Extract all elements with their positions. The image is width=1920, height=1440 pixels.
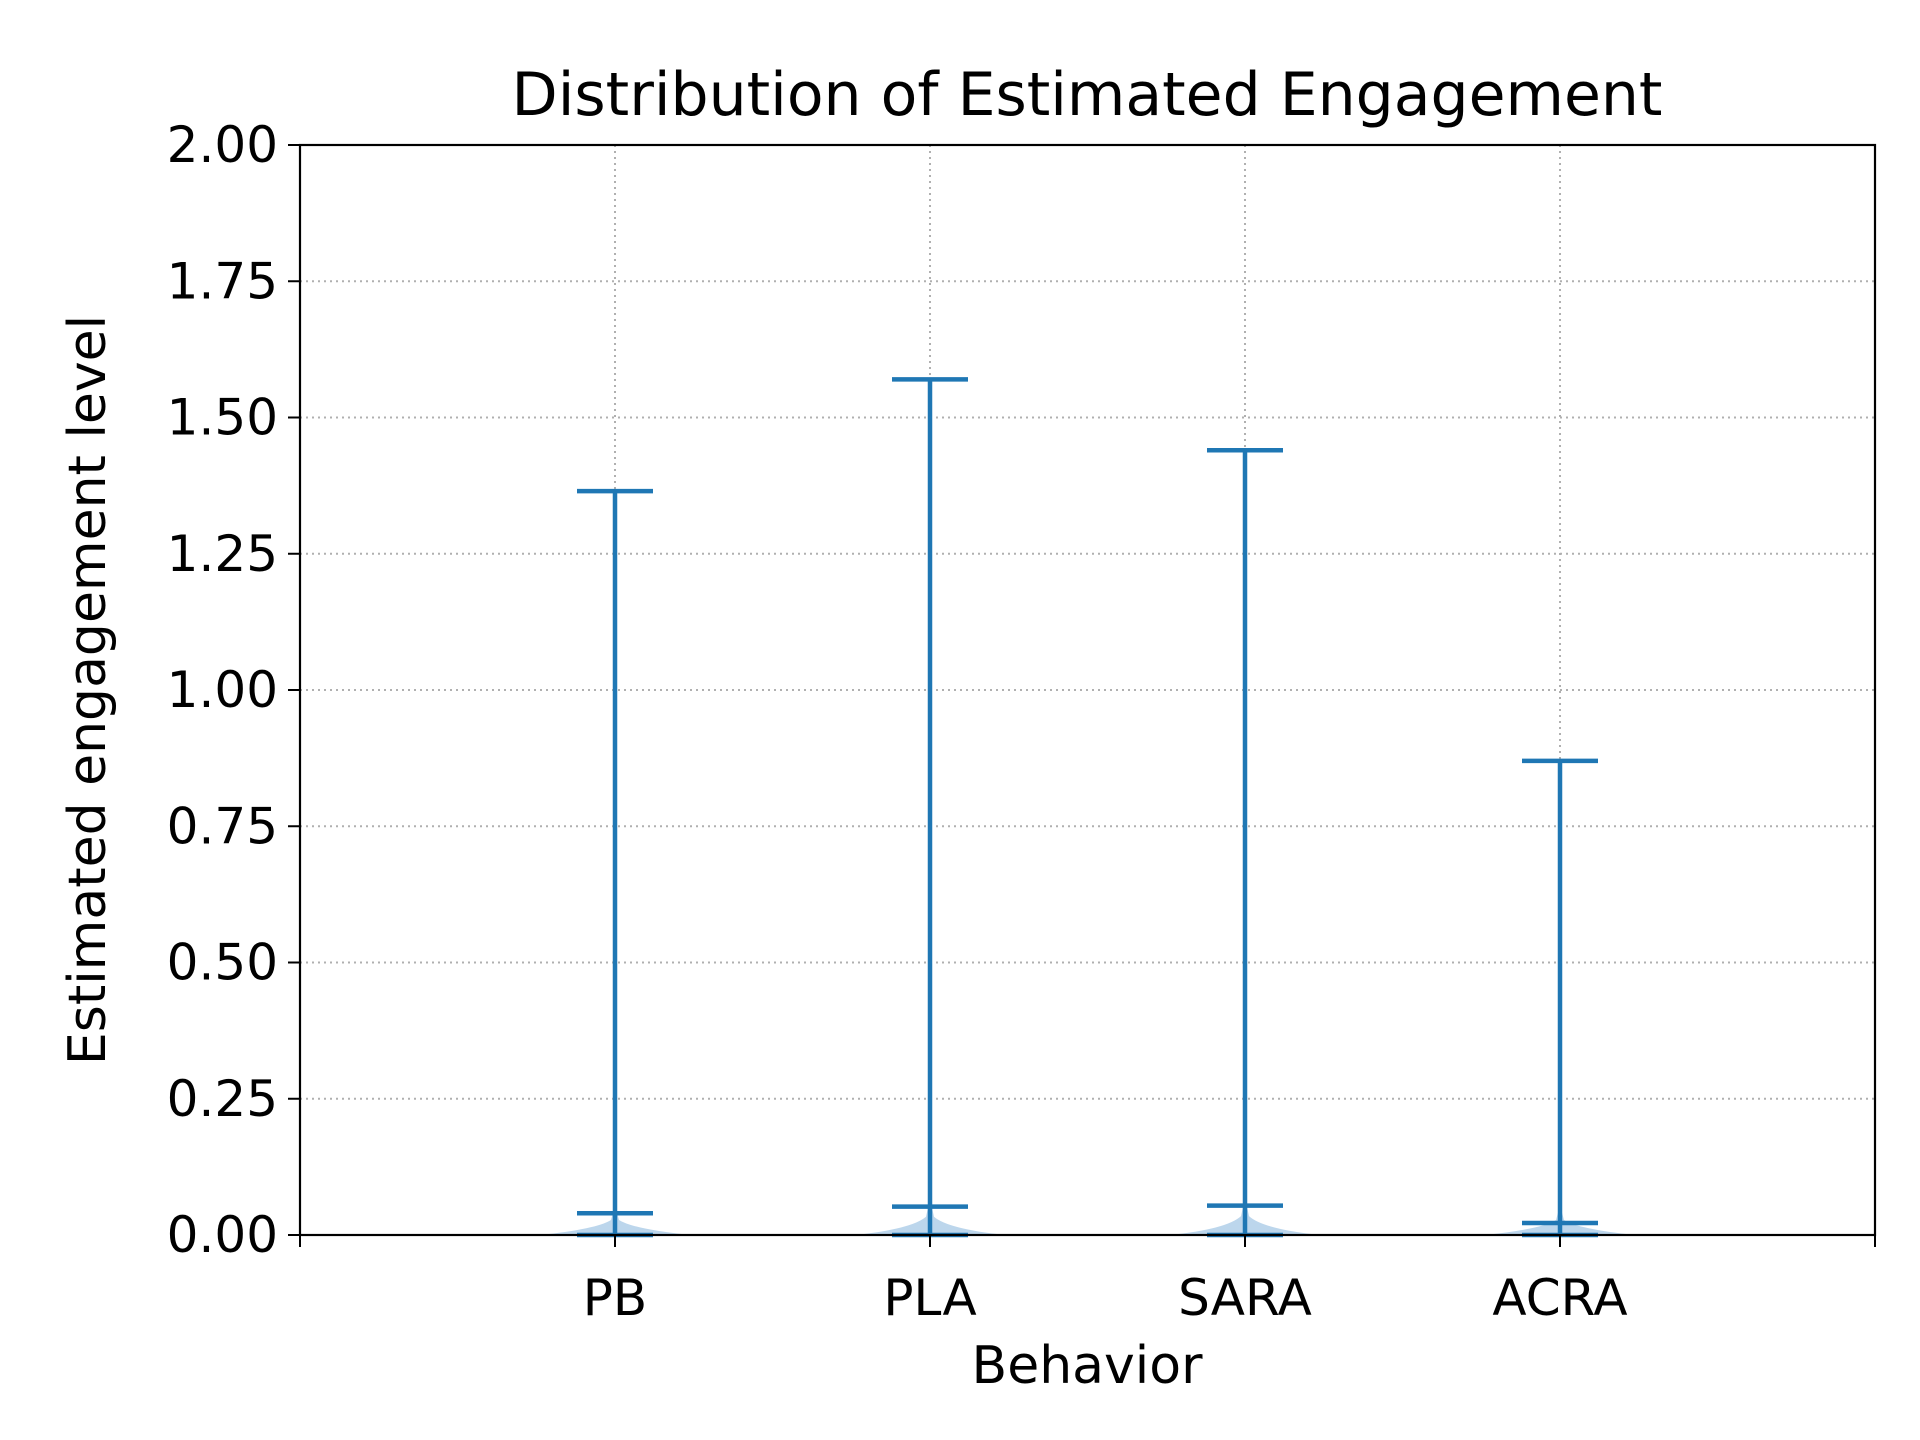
y-tick-label: 0.25	[167, 1070, 278, 1128]
x-axis: PB PLA SARA ACRA	[299, 1235, 1876, 1327]
x-tick-label: SARA	[1178, 1269, 1312, 1327]
x-axis-label: Behavior	[972, 1336, 1204, 1396]
x-tick-label: PB	[583, 1269, 647, 1327]
y-tick-label: 0.75	[167, 797, 278, 855]
x-tick-label: ACRA	[1492, 1269, 1627, 1327]
y-axis-label: Estimated engagement level	[58, 315, 118, 1065]
chart-title: Distribution of Estimated Engagement	[512, 60, 1663, 130]
y-tick-label: 1.00	[167, 661, 278, 719]
y-tick-label: 0.50	[167, 934, 278, 992]
grid-lines	[300, 145, 1875, 1235]
violin-shapes	[540, 377, 1635, 1238]
y-tick-label: 1.25	[167, 525, 278, 583]
x-tick-label: PLA	[883, 1269, 976, 1327]
y-tick-label: 2.00	[167, 116, 278, 174]
y-tick-label: 1.75	[167, 252, 278, 310]
y-tick-label: 0.00	[167, 1206, 278, 1264]
y-tick-label: 1.50	[167, 389, 278, 447]
y-axis: 0.00 0.25 0.50 0.75 1.00 1.25 1.50 1.75 2.00	[167, 116, 300, 1264]
